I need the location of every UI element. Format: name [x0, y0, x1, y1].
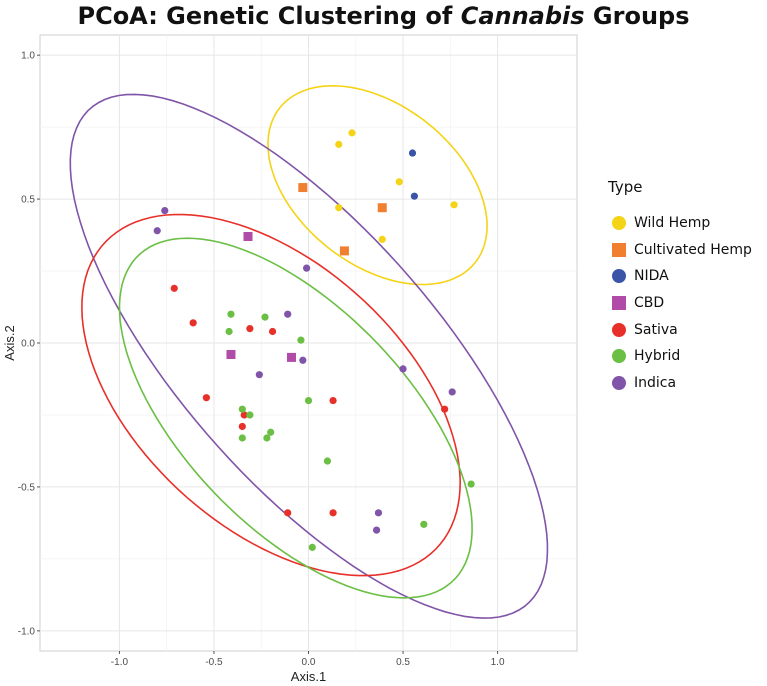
point-hybrid	[304, 396, 313, 405]
legend-title: Type	[608, 178, 643, 196]
point-indica	[299, 356, 307, 364]
point-sativa	[189, 319, 197, 327]
point-sativa	[329, 396, 337, 405]
point-nida	[408, 149, 417, 157]
legend-label-sativa: Sativa	[634, 321, 678, 338]
point-wild-hemp	[450, 201, 458, 209]
legend-key-hybrid	[612, 349, 626, 364]
legend: Type Wild Hemp Cultivated Hemp NIDA CBD Sati…	[608, 178, 767, 396]
point-indica	[153, 227, 161, 235]
y-tick-label: -0.5	[18, 482, 36, 493]
legend-label-wild-hemp: Wild Hemp	[634, 215, 711, 232]
legend-item-sativa: Sativa	[608, 316, 767, 343]
point-indica	[399, 365, 407, 373]
legend-item-hybrid: Hybrid	[608, 343, 767, 370]
x-axis-title: Axis.1	[291, 669, 326, 684]
point-wild-hemp	[335, 204, 343, 212]
point-indica	[255, 371, 263, 379]
point-cultivated-hemp	[298, 183, 308, 193]
point-hybrid	[267, 428, 275, 436]
point-hybrid	[420, 520, 428, 528]
legend-key-cultivated-hemp	[612, 242, 626, 257]
point-indica	[374, 509, 383, 517]
legend-item-cbd: CBD	[608, 290, 767, 317]
point-sativa	[329, 509, 337, 517]
point-hybrid	[263, 434, 271, 442]
legend-item-nida: NIDA	[608, 263, 767, 290]
point-cbd	[243, 231, 253, 241]
x-tick-label: 0.0	[302, 657, 316, 668]
legend-item-wild-hemp: Wild Hemp	[608, 210, 767, 237]
grid-major	[40, 35, 577, 651]
point-indica	[448, 388, 456, 396]
legend-item-indica: Indica	[608, 370, 767, 397]
point-cbd	[286, 352, 296, 362]
point-indica	[303, 264, 311, 272]
data-points	[153, 129, 475, 551]
y-axis-ticks: 1.0 0.5 0.0 -0.5 -1.0	[18, 51, 40, 637]
point-sativa	[441, 405, 449, 413]
point-hybrid	[238, 434, 246, 442]
x-axis-ticks: -1.0 -0.5 0.0 0.5 1.0	[111, 651, 505, 668]
y-tick-label: 0.5	[21, 195, 35, 206]
legend-label-indica: Indica	[634, 374, 677, 391]
point-cbd	[226, 350, 236, 360]
point-nida	[410, 192, 418, 200]
legend-label-cultivated-hemp: Cultivated Hemp	[634, 241, 752, 258]
ellipse-indica	[69, 93, 549, 619]
y-tick-label: 0.0	[21, 339, 35, 350]
point-sativa	[202, 394, 210, 402]
legend-label-nida: NIDA	[634, 268, 669, 285]
title-text-post: Groups	[584, 2, 690, 30]
x-tick-label: -1.0	[111, 657, 129, 668]
point-hybrid	[246, 411, 254, 419]
point-sativa	[170, 284, 178, 292]
point-hybrid	[225, 327, 233, 336]
legend-items: Wild Hemp Cultivated Hemp NIDA CBD Sativa Hyb…	[608, 210, 767, 396]
title-text-italic: Cannabis	[460, 2, 585, 30]
x-tick-label: 1.0	[491, 657, 505, 668]
legend-item-cultivated-hemp: Cultivated Hemp	[608, 237, 767, 264]
legend-key-indica	[612, 375, 626, 390]
point-indica	[284, 310, 292, 318]
point-wild-hemp	[335, 140, 343, 148]
point-indica	[161, 206, 169, 215]
legend-label-cbd: CBD	[634, 295, 665, 312]
point-hybrid	[238, 405, 246, 413]
point-cultivated-hemp	[339, 246, 349, 256]
legend-label-hybrid: Hybrid	[634, 348, 681, 365]
chart-title: PCoA: Genetic Clustering of Cannabis Gro…	[0, 2, 767, 30]
point-wild-hemp	[378, 235, 386, 243]
point-wild-hemp	[395, 178, 403, 186]
confidence-ellipses	[69, 84, 549, 619]
point-hybrid	[297, 336, 305, 344]
point-hybrid	[467, 480, 475, 488]
x-tick-label: -0.5	[205, 657, 223, 668]
point-sativa	[240, 411, 248, 419]
point-hybrid	[323, 457, 332, 465]
x-tick-label: 0.5	[396, 657, 410, 668]
title-text-pre: PCoA: Genetic Clustering of	[77, 2, 461, 30]
y-tick-label: -1.0	[18, 626, 36, 637]
point-sativa	[268, 327, 277, 336]
point-wild-hemp	[348, 129, 356, 137]
point-hybrid	[308, 543, 316, 551]
point-cultivated-hemp	[377, 203, 387, 213]
legend-key-sativa	[612, 322, 626, 337]
y-axis-title: Axis.2	[2, 325, 17, 360]
legend-key-nida	[612, 269, 626, 284]
legend-key-cbd	[612, 296, 626, 311]
point-indica	[372, 526, 381, 534]
legend-key-wild-hemp	[612, 216, 626, 231]
point-hybrid	[227, 310, 235, 318]
y-tick-label: 1.0	[21, 51, 35, 62]
point-sativa	[246, 325, 254, 333]
ellipse-hybrid	[118, 237, 473, 599]
ellipse-sativa	[81, 213, 462, 577]
point-sativa	[284, 509, 292, 517]
point-hybrid	[261, 313, 269, 321]
point-sativa	[238, 422, 246, 431]
